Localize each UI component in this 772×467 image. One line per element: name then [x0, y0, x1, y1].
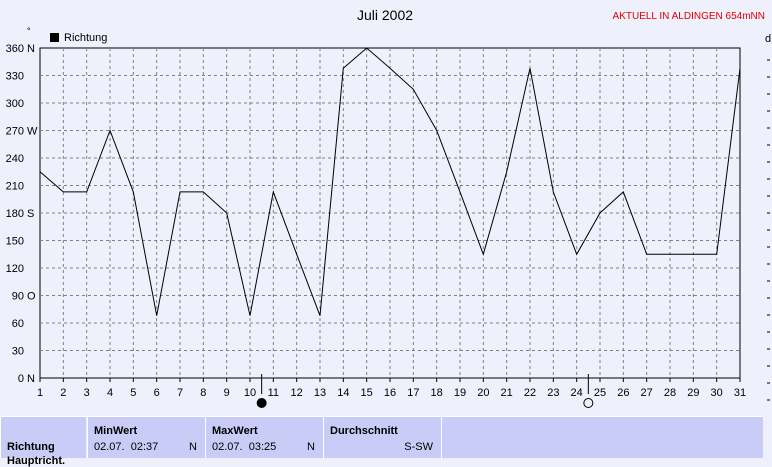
footer-row-label: Richtung [7, 441, 55, 453]
right-edge-ticks [767, 59, 770, 401]
statistics-footer: Richtung Hauptricht. MinWert 02.07. 02:3… [0, 413, 772, 467]
right-edge-label: d [765, 33, 771, 45]
wind-direction-chart: Juli 2002 AKTUELL IN ALDINGEN 654mNN d °… [6, 7, 771, 408]
footer-min-cell: MinWert 02.07. 02:37 N [87, 416, 205, 458]
footer-row-label-cell: Richtung Hauptricht. [0, 416, 86, 467]
y-tick-label: 240 [6, 153, 24, 165]
x-tick-label: 28 [664, 387, 676, 399]
station-label: AKTUELL IN ALDINGEN 654mNN [613, 11, 765, 22]
chart-title: Juli 2002 [357, 7, 413, 23]
avg-header: Durchschnitt [330, 425, 398, 437]
top-corner-mark: ° [27, 26, 31, 36]
x-tick-label: 7 [177, 387, 183, 399]
y-tick-direction: W [27, 126, 38, 138]
min-header: MinWert [94, 425, 138, 437]
x-tick-label: 13 [314, 387, 326, 399]
series-line [39, 47, 741, 316]
footer-row-label-2: Hauptricht. [7, 455, 66, 467]
x-tick-label: 19 [454, 387, 466, 399]
x-tick-label: 6 [154, 387, 160, 399]
min-date: 02.07. [94, 441, 125, 453]
x-tick-label: 1 [37, 387, 43, 399]
series-richtung [39, 47, 741, 316]
x-tick-label: 29 [687, 387, 699, 399]
x-tick-label: 14 [337, 387, 349, 399]
y-tick-label: 0 [18, 373, 24, 385]
max-header: MaxWert [212, 425, 258, 437]
x-tick-label: 8 [200, 387, 206, 399]
x-tick-label: 23 [547, 387, 559, 399]
y-tick-direction: N [27, 43, 35, 55]
footer-max-cell: MaxWert 02.07. 03:25 N [205, 416, 323, 458]
avg-value: S-SW [404, 441, 433, 453]
max-datetime: 02.07. 03:25 [212, 441, 276, 453]
x-tick-label: 17 [407, 387, 419, 399]
legend-swatch [50, 33, 59, 42]
y-tick-label: 270 [6, 126, 24, 138]
x-tick-label: 31 [734, 387, 746, 399]
full-moon-icon [583, 398, 594, 408]
x-tick-label: 4 [107, 387, 113, 399]
x-tick-label: 2 [60, 387, 66, 399]
x-tick-label: 9 [224, 387, 230, 399]
min-direction: N [189, 441, 197, 453]
x-tick-label: 11 [268, 387, 279, 399]
y-tick-label: 30 [12, 346, 24, 358]
max-date: 02.07. [212, 441, 243, 453]
y-tick-label: 180 [6, 208, 24, 220]
y-tick-label: 90 [12, 291, 24, 303]
y-tick-direction: O [27, 291, 36, 303]
x-tick-label: 12 [291, 387, 303, 399]
moon-markers [256, 374, 594, 408]
x-tick-label: 25 [594, 387, 606, 399]
y-tick-label: 210 [6, 181, 24, 193]
x-tick-label: 20 [477, 387, 489, 399]
footer-avg-cell: Durchschnitt S-SW [323, 416, 441, 458]
x-tick-label: 16 [384, 387, 396, 399]
y-tick-direction: N [27, 373, 35, 385]
x-tick-label: 30 [711, 387, 723, 399]
x-tick-label: 27 [641, 387, 653, 399]
y-tick-label: 300 [6, 98, 24, 110]
footer-empty-cell [441, 416, 763, 458]
y-tick-label: 330 [6, 71, 24, 83]
x-tick-label: 5 [130, 387, 136, 399]
x-tick-label: 3 [84, 387, 90, 399]
x-tick-label: 21 [501, 387, 513, 399]
min-datetime: 02.07. 02:37 [94, 441, 158, 453]
x-tick-label: 15 [361, 387, 373, 399]
x-tick-label: 10 [244, 387, 256, 399]
x-tick-label: 22 [524, 387, 536, 399]
max-direction: N [307, 441, 315, 453]
y-tick-label: 60 [12, 318, 24, 330]
y-tick-label: 120 [6, 263, 24, 275]
legend-label: Richtung [64, 32, 107, 44]
x-tick-label: 26 [617, 387, 629, 399]
grid [40, 48, 740, 378]
max-time: 03:25 [248, 441, 277, 453]
x-axis-labels: 1 2 3 4 5 6 7 8 9 10 11 12 13 14 15 16 17 18 19 20 21 22 23 24 2… [37, 378, 746, 399]
min-time: 02:37 [130, 441, 159, 453]
x-tick-label: 18 [431, 387, 443, 399]
y-tick-direction: S [27, 208, 34, 220]
y-tick-label: 150 [6, 236, 24, 248]
new-moon-icon [256, 398, 267, 408]
y-tick-label: 360 [6, 43, 24, 55]
x-tick-label: 24 [571, 387, 583, 399]
